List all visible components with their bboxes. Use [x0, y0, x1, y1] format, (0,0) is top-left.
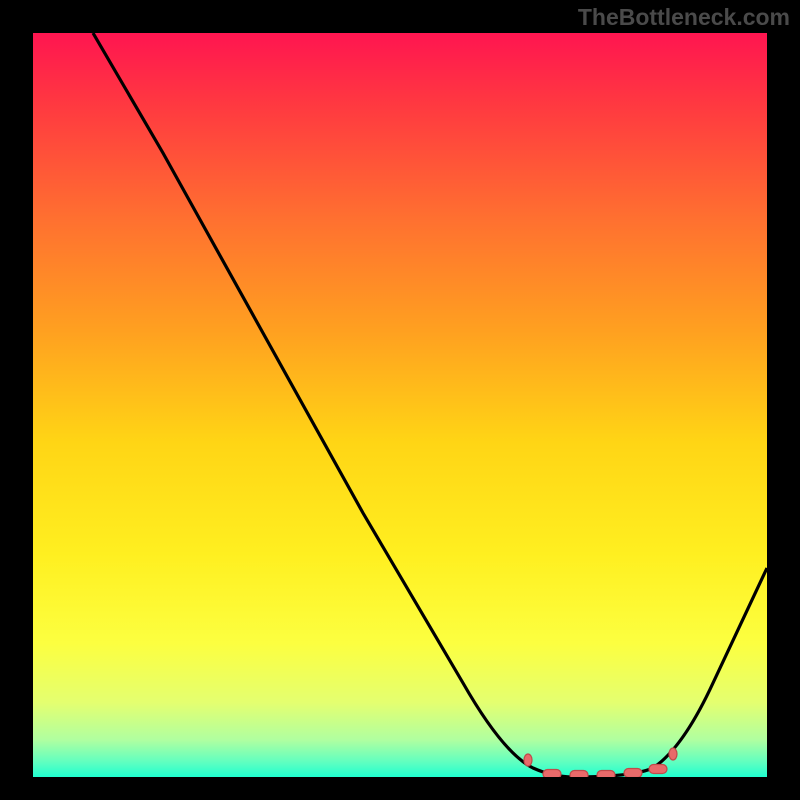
- flat-marker-nugget: [570, 771, 588, 778]
- flat-marker-nugget: [649, 765, 667, 774]
- chart-canvas: TheBottleneck.com: [0, 0, 800, 800]
- flat-marker-dot: [524, 754, 532, 766]
- plot-area: [33, 33, 767, 777]
- flat-marker-nugget: [543, 770, 561, 778]
- watermark-text: TheBottleneck.com: [578, 4, 790, 31]
- bottleneck-curve-chart: [33, 33, 767, 777]
- flat-marker-nugget: [597, 771, 615, 778]
- plot-background: [33, 33, 767, 777]
- flat-marker-nugget: [624, 769, 642, 778]
- flat-marker-dot: [669, 748, 677, 760]
